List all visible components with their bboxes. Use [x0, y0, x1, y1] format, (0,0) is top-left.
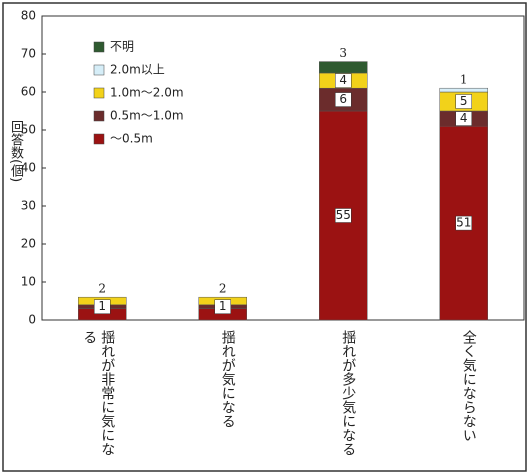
value-label-box: [94, 299, 111, 314]
legend-label: 0.5m～1.0m: [110, 109, 184, 123]
value-label-box: [455, 94, 472, 109]
legend-swatch: [93, 133, 105, 145]
legend-label: 不明: [110, 40, 134, 54]
value-label-box: [335, 208, 352, 223]
y-tick-label: 50: [21, 123, 36, 137]
value-label: 1: [98, 299, 106, 313]
y-tick-label: 60: [21, 85, 36, 99]
value-label: 1: [460, 73, 468, 87]
value-label: 2: [98, 282, 106, 296]
value-label-box: [335, 73, 352, 88]
x-tick-label: 全く気にならない: [460, 330, 477, 442]
value-label: 1: [219, 299, 227, 313]
y-tick-label: 10: [21, 275, 36, 289]
legend-label: 2.0m以上: [110, 63, 165, 77]
value-label: 2: [219, 282, 227, 296]
value-label-box: [335, 92, 352, 107]
value-label: 51: [456, 216, 471, 230]
y-tick-label: 40: [21, 161, 36, 175]
value-label: 55: [336, 208, 351, 222]
value-label-box: [214, 299, 231, 314]
x-tick-label: 揺れが気になる: [219, 330, 236, 428]
bar-segment: [319, 61, 368, 74]
x-tick-label: 揺れが非常に気になる: [81, 330, 116, 456]
legend-swatch: [93, 87, 105, 99]
bar-segment: [439, 87, 488, 93]
value-label-box: [455, 215, 472, 231]
y-axis-label: 回答数(個): [8, 120, 23, 183]
y-tick-label: 20: [21, 237, 36, 251]
x-tick-label: 揺れが多少気になる: [340, 330, 357, 456]
bar-segment: [319, 110, 368, 321]
value-label: 5: [460, 94, 468, 108]
value-label: 4: [460, 111, 468, 125]
value-label-box: [455, 111, 472, 126]
y-tick-label: 30: [21, 199, 36, 213]
value-label: 6: [339, 92, 347, 106]
legend-swatch: [93, 110, 105, 122]
legend-label: ～0.5m: [110, 132, 153, 146]
value-label: 3: [339, 46, 347, 60]
legend-swatch: [93, 64, 105, 76]
value-label: 4: [339, 73, 347, 87]
y-tick-label: 80: [21, 9, 36, 23]
legend-swatch: [93, 41, 105, 53]
y-tick-label: 70: [21, 47, 36, 61]
y-tick-label: 0: [28, 313, 36, 327]
legend-label: 1.0m～2.0m: [110, 86, 184, 100]
